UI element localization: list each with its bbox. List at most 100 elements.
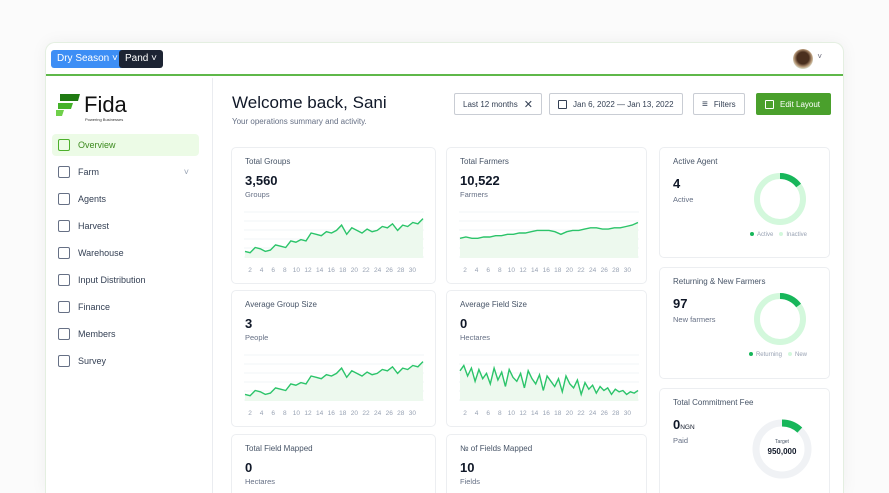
x-tick-label: 10: [293, 410, 301, 417]
card-label: Active Agent: [673, 157, 718, 166]
card-label: Average Group Size: [245, 300, 317, 309]
x-tick-label: 4: [475, 410, 479, 417]
edit-layout-button[interactable]: Edit Layout: [756, 93, 831, 115]
x-tick-label: 10: [508, 267, 516, 274]
x-tick-label: 14: [316, 267, 324, 274]
season-dropdown[interactable]: Dry Season ˅: [51, 50, 124, 68]
donut-legend: Active Inactive: [744, 232, 807, 238]
x-tick-label: 6: [271, 410, 275, 417]
close-icon[interactable]: ✕: [523, 98, 533, 111]
users-icon: [58, 328, 70, 340]
x-tick-label: 8: [283, 410, 287, 417]
calendar-icon: [558, 99, 567, 109]
x-tick-label: 12: [304, 410, 312, 417]
x-tick-label: 22: [362, 410, 370, 417]
x-tick-label: 12: [304, 267, 312, 274]
card-value: 3: [245, 316, 253, 331]
legend-dot: [779, 232, 784, 237]
card-unit: Active: [673, 195, 694, 204]
sidebar-item-label: Input Distribution: [78, 275, 146, 285]
stat-card: Average Group Size 3 People 2 4 6 8 10 12 14 16 18 2…: [231, 290, 436, 427]
sidebar-item-members[interactable]: Members: [52, 323, 199, 345]
sidebar-item-input-distribution[interactable]: Input Distribution: [52, 269, 199, 291]
sidebar-item-harvest[interactable]: Harvest: [52, 215, 199, 237]
card-label: Returning & New Farmers: [673, 277, 766, 286]
card-unit: People: [245, 333, 269, 342]
donut-card: Active Agent 4 Active Active Inactive: [659, 147, 830, 258]
target-value: 950,000: [767, 447, 797, 456]
sidebar-item-agents[interactable]: Agents: [52, 188, 199, 210]
legend-label: Returning: [755, 352, 782, 358]
sparkline-chart: 2 4 6 8 10 12 14 16 18 20 22 24 26 28 30: [244, 354, 424, 417]
layers-icon: [58, 247, 70, 259]
sidebar: Fida Powering Businesses Overview Farm ˅ Ag…: [46, 78, 213, 493]
x-tick-label: 20: [566, 410, 574, 417]
x-tick-label: 20: [351, 410, 359, 417]
legend-label: Inactive: [786, 232, 807, 238]
card-value: 4: [673, 176, 680, 191]
layout-icon: [765, 99, 774, 109]
grid-icon: [58, 139, 70, 151]
sparkline-area: [460, 222, 638, 258]
sparkline-chart: 2 4 6 8 10 12 14 16 18 20 22 24 26 28 30: [244, 211, 424, 274]
sparkline-area: [245, 361, 423, 401]
x-tick-label: 24: [374, 267, 382, 274]
period-filter-chip[interactable]: Last 12 months ✕: [454, 93, 542, 115]
card-unit: Paid: [673, 436, 689, 445]
sidebar-item-label: Warehouse: [78, 248, 124, 258]
legend-dot: [787, 352, 792, 357]
package-icon: [58, 274, 70, 286]
x-tick-label: 10: [293, 267, 301, 274]
card-label: Total Commitment Fee: [673, 398, 754, 407]
x-tick-label: 2: [463, 267, 467, 274]
x-tick-label: 16: [543, 267, 551, 274]
sidebar-item-label: Agents: [78, 194, 107, 204]
x-tick-label: 2: [248, 267, 252, 274]
clipboard-icon: [58, 355, 70, 367]
sidebar-item-farm[interactable]: Farm ˅: [52, 161, 199, 183]
x-tick-label: 4: [260, 267, 264, 274]
sidebar-item-overview[interactable]: Overview: [52, 134, 199, 156]
season-label: Dry Season: [57, 53, 110, 64]
user-icon: [58, 193, 70, 205]
donut-segment: [754, 173, 806, 225]
date-range-picker[interactable]: Jan 6, 2022 — Jan 13, 2022: [549, 93, 683, 115]
x-tick-label: 12: [519, 410, 527, 417]
card-label: Total Field Mapped: [245, 444, 313, 453]
brand-name: Fida: [84, 92, 127, 117]
stat-card: Total Field Mapped 0 Hectares: [231, 434, 436, 493]
card-value: 3,560: [245, 173, 278, 188]
x-tick-label: 26: [386, 410, 394, 417]
x-tick-label: 4: [475, 267, 479, 274]
sidebar-item-warehouse[interactable]: Warehouse: [52, 242, 199, 264]
x-tick-label: 6: [271, 267, 275, 274]
sidebar-item-survey[interactable]: Survey: [52, 350, 199, 372]
x-tick-label: 14: [531, 410, 539, 417]
org-dropdown[interactable]: Pand ˅: [119, 50, 163, 68]
card-unit: Hectares: [460, 333, 491, 342]
x-tick-label: 26: [601, 267, 609, 274]
chevron-down-icon[interactable]: ˅: [817, 52, 822, 61]
x-tick-label: 16: [543, 410, 551, 417]
sidebar-nav: Overview Farm ˅ Agents Harvest Warehouse Input…: [52, 134, 199, 377]
sidebar-item-label: Farm: [78, 167, 99, 177]
x-tick-label: 22: [577, 267, 585, 274]
x-tick-label: 18: [339, 410, 347, 417]
fida-logo-icon: [56, 94, 80, 116]
x-tick-label: 24: [589, 267, 597, 274]
x-tick-label: 18: [554, 410, 562, 417]
filter-icon: ≡: [702, 98, 708, 110]
x-tick-label: 2: [463, 410, 467, 417]
chevron-down-icon[interactable]: ˅: [183, 167, 189, 177]
sidebar-item-finance[interactable]: Finance: [52, 296, 199, 318]
x-tick-label: 18: [554, 267, 562, 274]
sparkline-line: [459, 364, 639, 397]
x-tick-label: 28: [397, 410, 405, 417]
card-label: Average Field Size: [460, 300, 527, 309]
donut-segment: [752, 419, 812, 479]
filters-button[interactable]: ≡ Filters: [693, 93, 745, 115]
card-unit: Fields: [460, 477, 481, 486]
top-bar: Dry Season ˅ Pand ˅ ˅: [46, 43, 843, 76]
user-avatar[interactable]: [793, 49, 813, 69]
donut-legend: Returning New: [743, 352, 807, 358]
